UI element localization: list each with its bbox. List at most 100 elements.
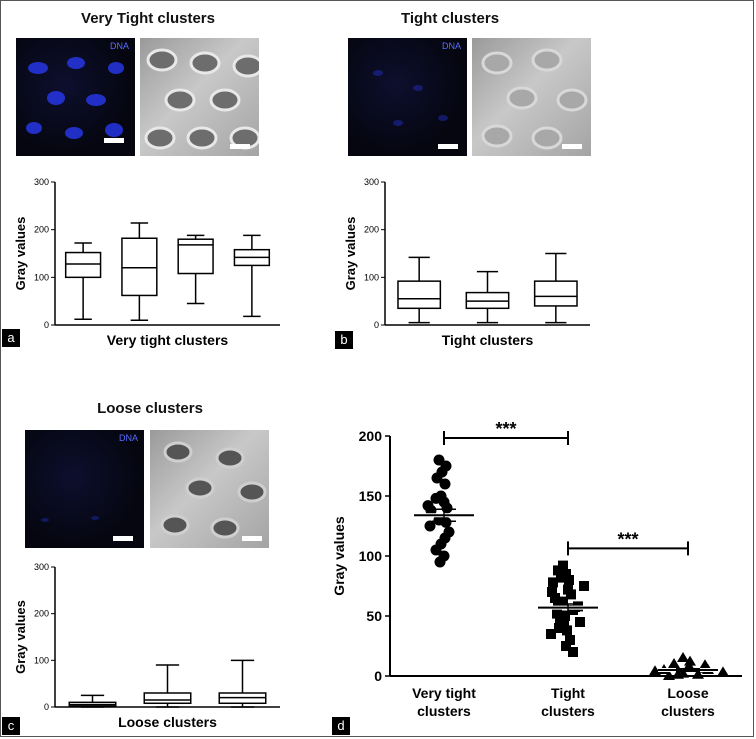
data-point	[561, 641, 571, 651]
data-point	[568, 647, 578, 657]
panel-a-scalebar-dna	[104, 138, 124, 143]
significance-label: ***	[617, 529, 638, 549]
box-iqr	[397, 280, 442, 310]
box-3	[218, 659, 267, 708]
y-tick-label: 300	[364, 177, 379, 187]
data-point	[575, 617, 585, 627]
data-point	[556, 572, 566, 583]
panel-b-sem-image	[472, 38, 591, 156]
panel-c-scalebar-sem	[242, 536, 262, 541]
x-category-label-line1: Loose	[667, 685, 708, 701]
significance-bracket-2: ***	[567, 529, 689, 556]
y-tick-label: 200	[364, 225, 379, 235]
data-point	[663, 670, 675, 680]
data-point	[562, 625, 572, 636]
panel-c-wells	[160, 441, 267, 539]
y-tick-label: 200	[359, 428, 383, 444]
panel-a-dna-label: DNA	[109, 41, 129, 51]
y-tick-label: 0	[374, 668, 382, 684]
y-tick-label: 150	[359, 488, 383, 504]
x-category-label-line2: clusters	[661, 703, 715, 719]
panel-a-title: Very Tight clusters	[81, 10, 215, 27]
box-3	[177, 234, 214, 305]
data-point	[425, 504, 437, 516]
x-category-label-line2: clusters	[541, 703, 595, 719]
panel-a-letter: a	[2, 329, 20, 347]
x-category-label: Loose clusters	[661, 685, 715, 719]
data-point	[430, 544, 442, 556]
data-point	[684, 655, 696, 666]
data-point	[568, 605, 578, 615]
data-point	[579, 581, 589, 591]
box-iqr	[533, 280, 578, 307]
series-square	[538, 560, 598, 657]
data-point	[566, 589, 576, 600]
x-axis-label: Tight clusters	[442, 332, 534, 348]
data-point	[550, 593, 560, 603]
data-point	[553, 565, 563, 576]
data-point	[439, 478, 451, 490]
panel-c-nuclei	[41, 516, 99, 522]
data-point	[692, 668, 704, 679]
y-axis-label: Gray values	[13, 600, 28, 674]
data-point	[649, 665, 661, 676]
series-triangle	[649, 652, 729, 680]
x-category-label-line2: clusters	[417, 703, 471, 719]
panel-b-letter: b	[335, 331, 353, 349]
y-axis-label: Gray values	[343, 217, 358, 291]
data-point	[672, 668, 684, 679]
panel-a-sem-image	[140, 38, 259, 156]
box-1	[64, 242, 102, 321]
panel-c-dna-label: DNA	[118, 433, 138, 443]
data-point	[434, 556, 446, 568]
x-axis-label: Very tight clusters	[107, 332, 229, 348]
box-4	[233, 234, 271, 318]
panel-a-boxplot: 0 100 200 300 Gray values Very tight clusters	[13, 177, 280, 348]
significance-bracket-1: ***	[443, 419, 569, 445]
y-tick-label: 100	[34, 655, 49, 665]
box-1	[68, 694, 117, 708]
data-point	[546, 629, 556, 639]
data-point	[677, 652, 689, 662]
panel-b-title: Tight clusters	[400, 10, 500, 27]
panel-c-title: Loose clusters	[97, 400, 203, 417]
data-point	[441, 502, 453, 514]
box-2	[143, 664, 192, 708]
significance-label: ***	[495, 419, 516, 439]
y-tick-label: 0	[374, 320, 379, 330]
panel-c-scalebar-dna	[113, 536, 133, 541]
box-3	[533, 252, 578, 324]
panel-b-wells	[481, 48, 588, 150]
box-iqr	[64, 251, 102, 279]
data-point	[717, 666, 729, 677]
panel-d-letter: d	[332, 717, 350, 735]
y-axis-label: Gray values	[331, 516, 347, 596]
data-point	[424, 520, 436, 532]
x-category-label: Tight clusters	[541, 685, 595, 719]
y-tick-label: 200	[34, 609, 49, 619]
panel-b-dna-image: DNA	[348, 38, 467, 156]
panel-c-sem-image	[150, 430, 269, 548]
box-iqr	[121, 237, 158, 297]
y-tick-label: 100	[34, 272, 49, 282]
y-tick-label: 50	[366, 608, 382, 624]
x-category-label: Very tight clusters	[412, 685, 476, 719]
y-tick-label: 100	[359, 548, 383, 564]
panel-b-scalebar-dna	[438, 144, 458, 149]
box-1	[397, 256, 442, 324]
data-point	[555, 613, 565, 624]
data-point	[683, 660, 695, 671]
panel-d-scatter: 0 50 100 150 200 Gray values Very tight cluster…	[331, 419, 742, 719]
data-point	[440, 516, 452, 528]
data-point	[548, 577, 558, 588]
data-point	[431, 472, 443, 484]
x-category-label-line1: Very tight	[412, 685, 476, 701]
data-point	[547, 587, 557, 597]
panel-a-wells	[144, 48, 259, 150]
y-axis-label: Gray values	[13, 217, 28, 291]
data-point	[564, 575, 574, 585]
panel-a-scalebar-sem	[230, 144, 250, 149]
data-point	[565, 635, 575, 645]
y-tick-label: 300	[34, 177, 49, 187]
